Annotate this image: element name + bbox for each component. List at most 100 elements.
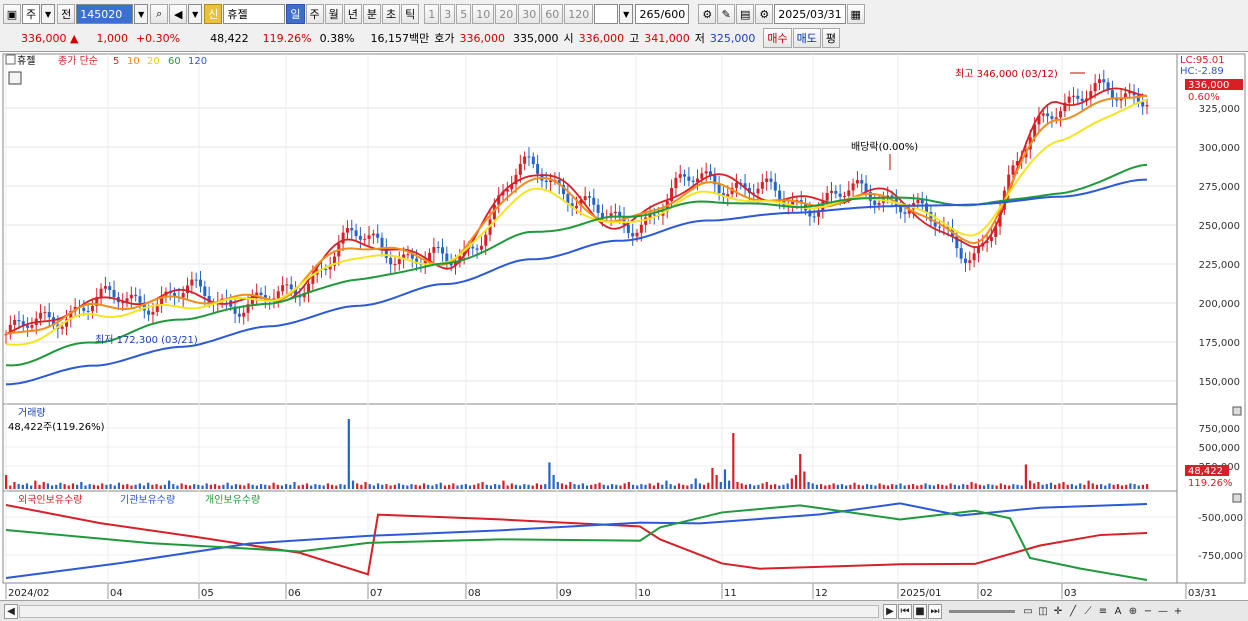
- price-panel[interactable]: [2, 53, 1178, 405]
- interval-1[interactable]: 1: [424, 4, 440, 24]
- candle-body: [138, 296, 142, 303]
- first-page-icon[interactable]: ⏮: [898, 603, 912, 619]
- trade-amount: 16,157백만: [370, 32, 430, 45]
- crosshair-icon[interactable]: ✛: [1053, 605, 1063, 617]
- candle-body: [726, 194, 730, 197]
- volume-bar: [690, 484, 693, 489]
- last-page-icon[interactable]: ⏭: [928, 603, 942, 619]
- interval-dropdown-icon[interactable]: ▼: [619, 4, 634, 24]
- zoom-out-icon[interactable]: −: [1143, 605, 1153, 617]
- candle-body: [250, 295, 254, 305]
- calendar-icon[interactable]: ▦: [846, 4, 865, 24]
- new-badge[interactable]: 신: [204, 4, 223, 24]
- ma120-label: 120: [188, 56, 207, 67]
- candle-body: [462, 249, 466, 256]
- volume-close-icon[interactable]: [1232, 406, 1242, 416]
- volume-bar: [849, 484, 852, 489]
- code-dropdown-icon[interactable]: ▼: [134, 4, 149, 24]
- ma-title: 종가 단순: [58, 55, 98, 67]
- speaker-icon[interactable]: ◀: [169, 4, 188, 24]
- buy-button[interactable]: 매수: [763, 28, 792, 48]
- chart-settings-icon[interactable]: ⚙: [698, 4, 717, 24]
- volume-bar: [314, 484, 317, 489]
- interval-5[interactable]: 5: [456, 4, 472, 24]
- interval-3[interactable]: 3: [440, 4, 456, 24]
- candle-body: [285, 284, 289, 286]
- stop-icon[interactable]: ■: [913, 603, 927, 619]
- count-input[interactable]: 265/600: [635, 4, 690, 24]
- layout-icon[interactable]: ▭: [1023, 605, 1033, 617]
- period-day[interactable]: 일: [286, 4, 305, 24]
- save-icon[interactable]: ▤: [736, 4, 755, 24]
- stock-code-input[interactable]: 145020: [76, 4, 134, 24]
- scroll-right-icon[interactable]: ▶: [883, 603, 897, 619]
- drawing-tool-icon[interactable]: ✎: [717, 4, 736, 24]
- minus-icon[interactable]: —: [1158, 605, 1168, 617]
- candle-body: [622, 215, 626, 225]
- candle-body: [613, 211, 617, 214]
- candle-body: [134, 294, 138, 297]
- volume-bar: [598, 482, 601, 489]
- scroll-left-icon[interactable]: ◀: [4, 603, 18, 619]
- interval-10[interactable]: 10: [472, 4, 495, 24]
- volume-bar: [259, 484, 263, 489]
- volume-bar: [1112, 484, 1115, 489]
- plus-icon[interactable]: +: [1173, 605, 1183, 617]
- volume-bar: [1083, 484, 1086, 489]
- candle-body: [90, 305, 94, 312]
- window-icon[interactable]: ▣: [3, 4, 21, 24]
- period-tick[interactable]: 틱: [401, 4, 420, 24]
- trend-tool-icon[interactable]: ⟋: [1084, 605, 1092, 617]
- volume-bar: [477, 483, 480, 489]
- gear-icon[interactable]: ⚙: [755, 4, 774, 24]
- interval-120[interactable]: 120: [564, 4, 594, 24]
- volume-bar: [824, 485, 827, 489]
- search-icon[interactable]: ⌕: [150, 4, 169, 24]
- period-second[interactable]: 초: [382, 4, 401, 24]
- prev-button[interactable]: 전: [57, 4, 76, 24]
- period-year[interactable]: 년: [343, 4, 362, 24]
- volume-bar: [686, 485, 689, 489]
- eval-button[interactable]: 평: [821, 28, 841, 48]
- candle-body: [531, 156, 535, 165]
- interval-custom-input[interactable]: [594, 4, 619, 24]
- zoom-in-icon[interactable]: ⊕: [1128, 605, 1138, 617]
- lc-label: LC:95.01: [1180, 55, 1225, 66]
- period-minute[interactable]: 분: [362, 4, 381, 24]
- candle-body: [1067, 96, 1071, 103]
- sell-button[interactable]: 매도: [792, 28, 821, 48]
- text-tool-icon[interactable]: A: [1114, 605, 1122, 617]
- line-tool-icon[interactable]: ╱: [1069, 605, 1077, 617]
- period-type-select[interactable]: 주: [22, 4, 41, 24]
- holdings-panel[interactable]: [2, 490, 1178, 584]
- holdings-close-icon[interactable]: [1232, 493, 1242, 503]
- interval-20[interactable]: 20: [495, 4, 518, 24]
- scrollbar-track[interactable]: [19, 604, 879, 618]
- split-icon[interactable]: ◫: [1038, 605, 1048, 617]
- interval-30[interactable]: 30: [518, 4, 541, 24]
- volume-bar: [201, 485, 204, 489]
- date-input[interactable]: 2025/03/31: [774, 4, 846, 24]
- panel-menu-icon[interactable]: [5, 54, 16, 65]
- candle-body: [363, 238, 367, 240]
- stock-name-field[interactable]: 휴젤: [223, 4, 286, 24]
- candle-body: [406, 254, 410, 256]
- table-toggle-icon[interactable]: [8, 71, 22, 85]
- period-month[interactable]: 월: [324, 4, 343, 24]
- period-week[interactable]: 주: [305, 4, 324, 24]
- speaker-dropdown-icon[interactable]: ▼: [188, 4, 203, 24]
- candle-body: [916, 199, 920, 204]
- volume-bar: [435, 484, 438, 489]
- candle-body: [207, 295, 211, 303]
- volume-bar: [1087, 480, 1090, 489]
- chart-area[interactable]: 325,000 300,000 275,000 250,000 225,000 200,0…: [0, 51, 1248, 600]
- price-tick-label: 300,000: [1199, 143, 1240, 154]
- candle-body: [734, 182, 738, 188]
- candle-body: [1015, 161, 1019, 166]
- volume-bar: [903, 485, 906, 489]
- zoom-slider[interactable]: [949, 609, 1015, 613]
- candle-body: [851, 183, 855, 191]
- interval-60[interactable]: 60: [541, 4, 564, 24]
- fibo-tool-icon[interactable]: ≡: [1098, 605, 1108, 617]
- chevron-down-icon[interactable]: ▼: [41, 4, 56, 24]
